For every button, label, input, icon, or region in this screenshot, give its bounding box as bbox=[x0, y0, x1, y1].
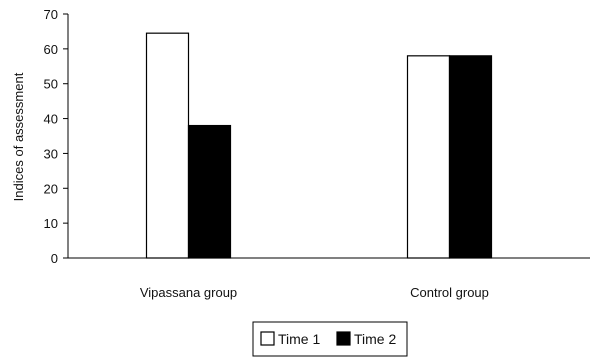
category-label: Vipassana group bbox=[140, 285, 237, 300]
y-axis bbox=[63, 13, 69, 259]
y-tick-label: 10 bbox=[44, 216, 58, 231]
bar-time-2-2 bbox=[448, 55, 493, 259]
y-tick-label: 20 bbox=[44, 181, 58, 196]
y-tick-label: 70 bbox=[44, 7, 58, 22]
legend: Time 1 Time 2 bbox=[252, 321, 408, 357]
y-tick-labels: 0 10 20 30 40 50 60 70 bbox=[44, 7, 58, 266]
category-labels: Vipassana group Control group bbox=[140, 285, 489, 300]
legend-box bbox=[252, 321, 408, 357]
y-tick-label: 0 bbox=[51, 251, 58, 266]
category-label: Control group bbox=[410, 285, 489, 300]
y-axis-label: Indices of assessment bbox=[11, 72, 26, 201]
y-tick-label: 40 bbox=[44, 112, 58, 127]
bar-time-2-1 bbox=[187, 124, 232, 259]
legend-label: Time 1 bbox=[278, 331, 320, 347]
y-tick-label: 50 bbox=[44, 77, 58, 92]
bar-time-1-2 bbox=[406, 55, 451, 259]
bar-time-1-1 bbox=[145, 32, 190, 259]
legend-swatch bbox=[260, 331, 275, 346]
y-tick-label: 30 bbox=[44, 146, 58, 161]
legend-label: Time 2 bbox=[354, 331, 396, 347]
y-tick-label: 60 bbox=[44, 42, 58, 57]
bars bbox=[145, 32, 493, 259]
legend-swatch bbox=[336, 331, 351, 346]
